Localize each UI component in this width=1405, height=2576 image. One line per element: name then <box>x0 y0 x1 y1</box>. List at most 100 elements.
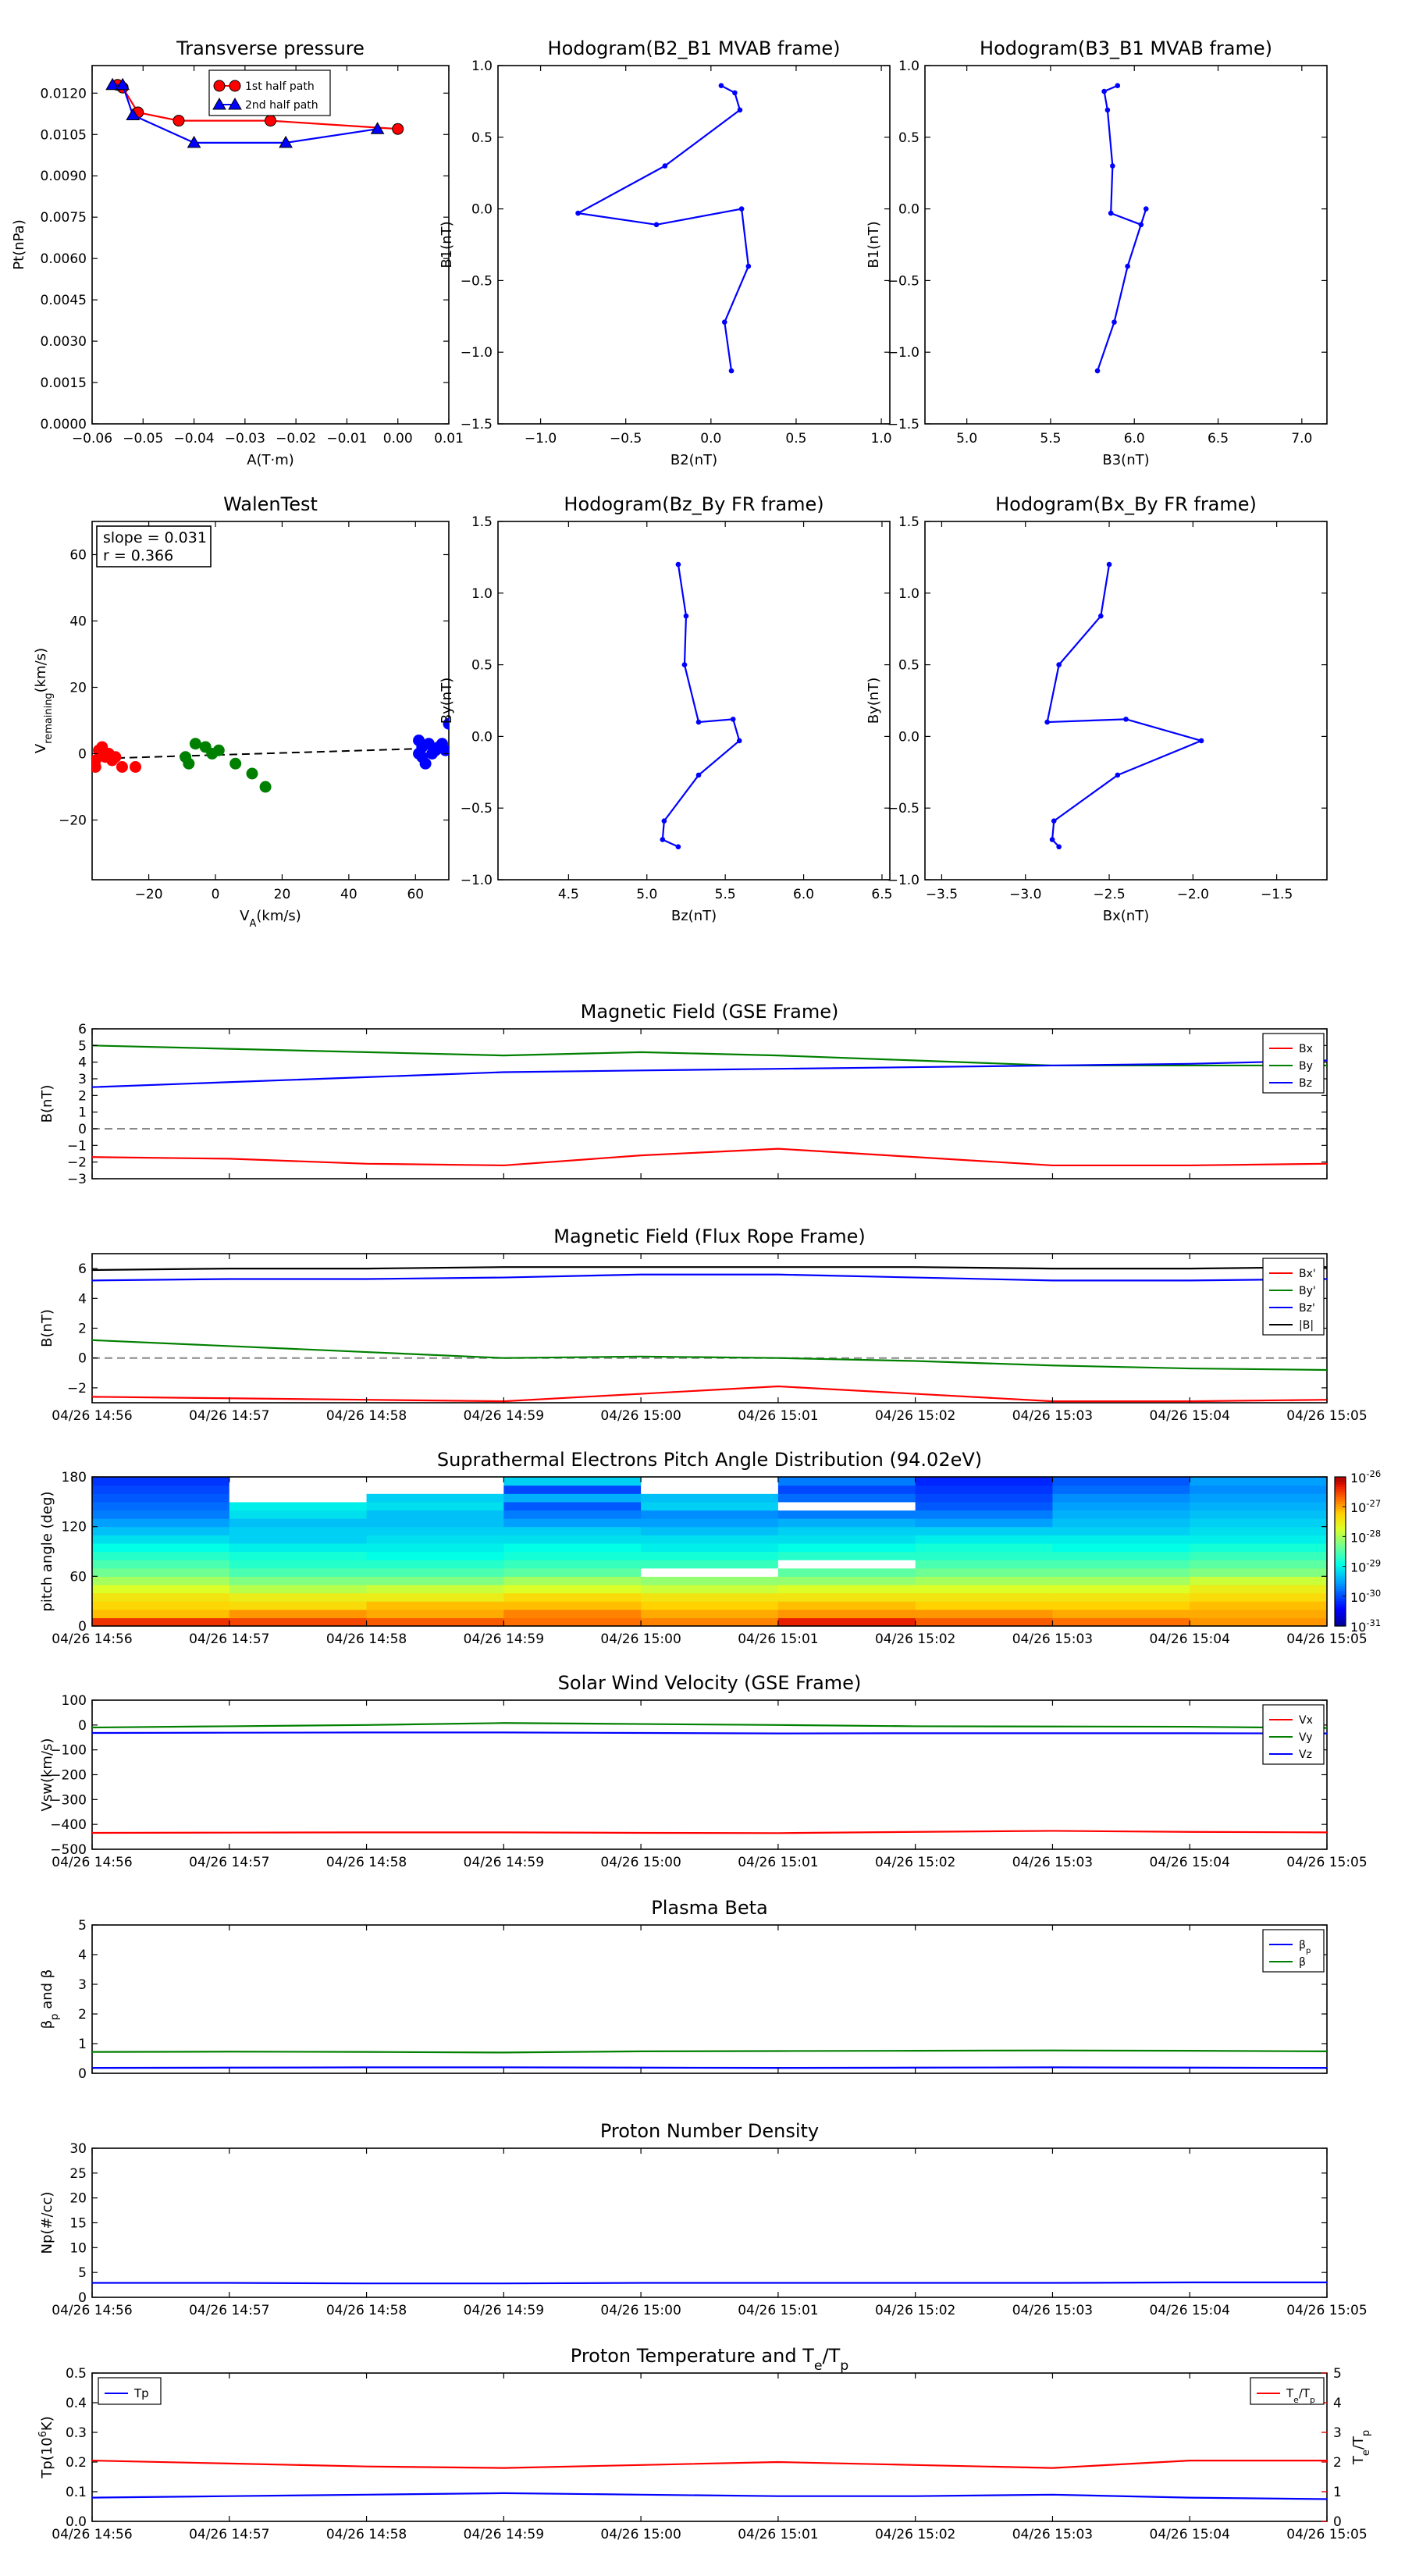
y-tick-label: 1.5 <box>898 514 919 530</box>
heatmap-cell <box>777 1551 916 1560</box>
x-tick-label: −0.5 <box>610 431 642 447</box>
colorbar-segment <box>1335 1603 1346 1607</box>
y-tick-label: 0.0090 <box>41 169 87 184</box>
scatter-point <box>416 751 429 763</box>
y-axis-label: Vremaining(km/s) <box>33 648 55 753</box>
heatmap-cell <box>915 1477 1054 1486</box>
colorbar-segment <box>1335 1576 1346 1580</box>
x-tick-label: 04/26 15:01 <box>738 2527 818 2542</box>
chart-temp: Proton Temperature and Te/Tp 0.0 0.1 0.2 0.3… <box>37 2345 1372 2542</box>
legend-label: Vx <box>1299 1714 1313 1727</box>
colorbar-segment <box>1335 1591 1346 1595</box>
heatmap-cell <box>915 1584 1054 1594</box>
heatmap-cell <box>92 1601 230 1610</box>
x-tick-label: 04/26 14:57 <box>189 2527 269 2542</box>
y-axis-label: Tp(106K) <box>37 2416 56 2478</box>
chart-beta: Plasma Beta 0 1 2 3 4 5 βp and β βpβ <box>39 1897 1328 2082</box>
heatmap-cell <box>777 1526 916 1535</box>
chart-title: Suprathermal Electrons Pitch Angle Distr… <box>437 1449 982 1471</box>
heatmap-cell <box>1190 1567 1328 1577</box>
x-tick-label: 40 <box>340 887 357 902</box>
y-tick-label: −2 <box>67 1155 87 1171</box>
plot-area <box>105 77 404 148</box>
x-tick-label: −1.0 <box>525 431 557 447</box>
y-tick-label: −300 <box>50 1792 87 1808</box>
heatmap-cell <box>641 1485 779 1494</box>
y-tick-label: −20 <box>59 813 87 829</box>
heatmap-cell <box>366 1551 504 1560</box>
chart-title: Solar Wind Velocity (GSE Frame) <box>558 1672 862 1694</box>
heatmap-cell <box>366 1617 504 1627</box>
heatmap-cell <box>641 1542 779 1553</box>
y-tick-label: 1.0 <box>471 586 493 602</box>
colorbar-segment <box>1335 1528 1346 1532</box>
heatmap-cell <box>92 1576 230 1585</box>
y-tick-label: 2 <box>78 2007 87 2023</box>
heatmap-cell <box>229 1551 368 1560</box>
data-point <box>718 83 724 89</box>
legend-marker <box>212 97 226 110</box>
y-tick-label: −0.5 <box>887 801 919 817</box>
colorbar-segment <box>1335 1568 1346 1572</box>
y-tick-label: −200 <box>50 1768 87 1784</box>
y-tick-label: 0.0 <box>66 2514 87 2530</box>
series-line <box>661 564 741 848</box>
colorbar-segment <box>1335 1541 1346 1545</box>
y-tick-label: −1.5 <box>461 417 493 432</box>
colorbar-segment <box>1335 1561 1346 1565</box>
heatmap-cell <box>229 1501 368 1511</box>
y-axis-label: B1(nT) <box>866 221 882 268</box>
chart-title: Hodogram(B2_B1 MVAB frame) <box>548 37 841 59</box>
y-tick-label: 2 <box>78 1088 87 1104</box>
y-tick-label: 0 <box>78 747 87 763</box>
heatmap-cell <box>777 1510 916 1519</box>
plot-frame <box>91 1253 1328 1404</box>
data-point <box>173 115 185 127</box>
x-tick-label: 04/26 15:04 <box>1150 2303 1230 2318</box>
y-tick-label: −2 <box>67 1381 87 1397</box>
legend-label: Bz' <box>1299 1302 1315 1315</box>
x-tick-label: 04/26 15:01 <box>738 1408 818 1424</box>
data-point <box>730 717 736 722</box>
heatmap-cell <box>1190 1535 1328 1544</box>
y-tick-label: 25 <box>69 2166 87 2182</box>
x-tick-label: 04/26 14:56 <box>52 1631 132 1647</box>
heatmap-cell <box>777 1518 916 1528</box>
y-tick-label: 1 <box>78 2037 87 2052</box>
heatmap-cell <box>229 1518 368 1528</box>
legend-marker <box>228 97 242 110</box>
colorbar-segment <box>1335 1507 1346 1510</box>
chart-bfr: Magnetic Field (Flux Rope Frame) −2 0 2 4 6 04… <box>39 1226 1368 1424</box>
heatmap-cell <box>366 1609 504 1618</box>
heatmap-cell <box>229 1510 368 1519</box>
y-tick-label: 3 <box>78 1072 87 1087</box>
colorbar-segment <box>1335 1521 1346 1525</box>
heatmap-cell <box>1190 1609 1328 1618</box>
heatmap-cell <box>503 1592 642 1602</box>
colorbar-tick-label: 10-26 <box>1350 1468 1381 1485</box>
colorbar-segment <box>1335 1524 1346 1528</box>
heatmap-cell <box>92 1592 230 1602</box>
plot-frame <box>91 1476 1328 1627</box>
data-point <box>1115 83 1121 89</box>
colorbar-segment <box>1335 1616 1346 1620</box>
series-line <box>92 1059 1327 1088</box>
colorbar-segment <box>1335 1504 1346 1507</box>
y-tick-label: 3 <box>78 1977 87 1993</box>
heatmap-cell <box>1190 1551 1328 1560</box>
x-tick-label: 04/26 15:02 <box>875 2303 955 2318</box>
heatmap-cell <box>915 1601 1054 1610</box>
colorbar-segment <box>1335 1536 1346 1540</box>
heatmap-cell <box>92 1609 230 1618</box>
colorbar-tick-label: 10-31 <box>1350 1617 1381 1635</box>
plot-area <box>92 2281 1327 2285</box>
data-point <box>392 123 404 135</box>
scatter-point <box>92 761 101 773</box>
data-point <box>1143 206 1149 212</box>
colorbar-segment <box>1335 1596 1346 1599</box>
x-tick-label: 6.5 <box>1208 431 1229 447</box>
colorbar-segment <box>1335 1492 1346 1495</box>
chart-title: Plasma Beta <box>651 1897 767 1919</box>
heatmap-cell <box>1190 1501 1328 1511</box>
y-axis-label: Np(#/cc) <box>39 2192 55 2254</box>
